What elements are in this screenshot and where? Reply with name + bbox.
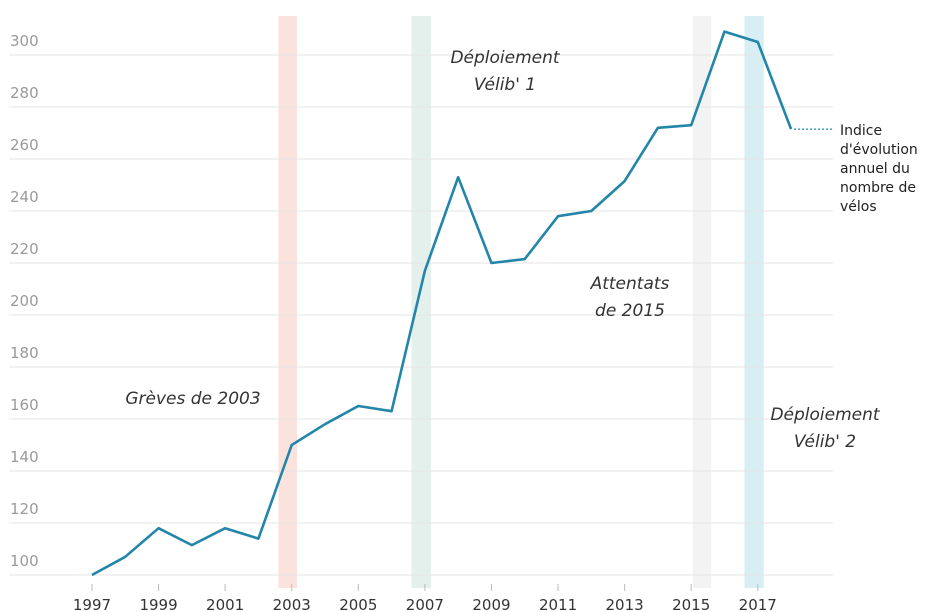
y-tick-label: 220 <box>10 240 39 258</box>
y-tick-label: 140 <box>10 448 39 466</box>
annotation-line: Vélib' 2 <box>794 432 856 452</box>
y-tick-label: 300 <box>10 32 39 50</box>
x-tick-label: 2009 <box>472 596 510 612</box>
annotation-line: Déploiement <box>770 405 880 425</box>
event-band <box>278 16 298 588</box>
event-band <box>411 16 431 588</box>
y-tick-label: 200 <box>10 292 39 310</box>
annotation-line: de 2015 <box>595 301 665 321</box>
x-tick-label: 2005 <box>339 596 377 612</box>
x-tick-label: 1997 <box>73 596 111 612</box>
x-tick-label: 2011 <box>539 596 577 612</box>
y-tick-label: 240 <box>10 188 39 206</box>
y-tick-label: 180 <box>10 344 39 362</box>
x-tick-label: 2007 <box>406 596 444 612</box>
x-tick-label: 1999 <box>139 596 177 612</box>
event-band <box>692 16 712 588</box>
y-tick-label: 120 <box>10 500 39 518</box>
x-tick-label: 2013 <box>606 596 644 612</box>
annotation: Grèves de 2003 <box>125 389 260 409</box>
annotation-line: Vélib' 1 <box>474 75 536 95</box>
x-tick-label: 2017 <box>739 596 777 612</box>
x-tick-label: 2001 <box>206 596 244 612</box>
annotation-line: Grèves de 2003 <box>125 389 260 409</box>
annotation: Attentats de 2015 <box>590 274 670 321</box>
y-tick-label: 160 <box>10 396 39 414</box>
annotation-line: Attentats <box>590 274 670 294</box>
y-tick-label: 260 <box>10 136 39 154</box>
annotation: Déploiement Vélib' 1 <box>450 48 560 95</box>
y-tick-label: 100 <box>10 552 39 570</box>
event-band <box>744 16 764 588</box>
x-tick-label: 2003 <box>273 596 311 612</box>
annotation: Déploiement Vélib' 2 <box>770 405 880 452</box>
x-tick-label: 2015 <box>672 596 710 612</box>
series-line <box>91 30 793 577</box>
series-label: Indice d'évolution annuel du nombre de v… <box>840 123 918 215</box>
y-tick-label: 280 <box>10 84 39 102</box>
annotation-line: Déploiement <box>450 48 560 68</box>
